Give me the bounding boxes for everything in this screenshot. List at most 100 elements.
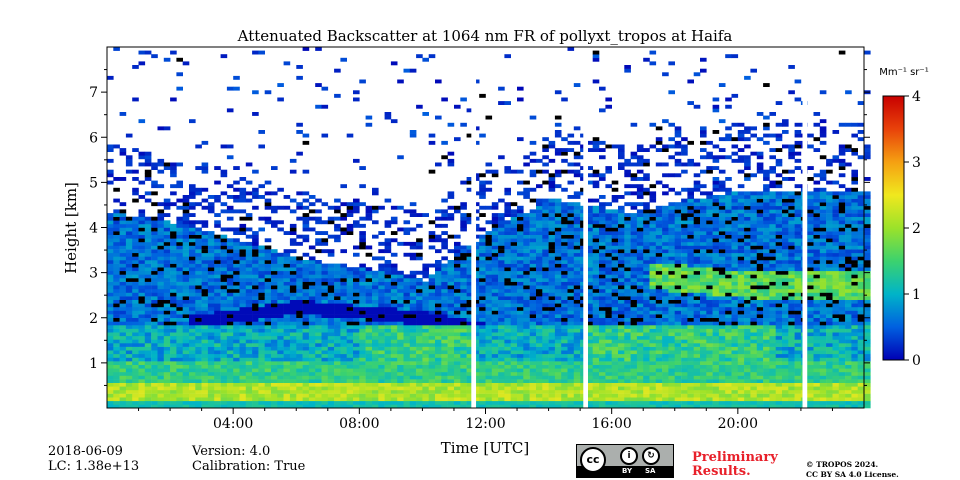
- heatmap-cell: [334, 368, 341, 373]
- heatmap-cell: [359, 314, 366, 318]
- heatmap-cell: [308, 382, 316, 387]
- heatmap-cell: [144, 292, 152, 297]
- heatmap-cell: [454, 389, 461, 394]
- heatmap-cell: [409, 375, 417, 380]
- heatmap-cell: [599, 400, 606, 405]
- heatmap-cell: [504, 220, 511, 225]
- heatmap-cell: [485, 379, 493, 383]
- heatmap-cell: [573, 379, 581, 383]
- heatmap-cell: [302, 267, 310, 272]
- heatmap-cell: [113, 241, 120, 246]
- heatmap-cell: [428, 310, 436, 315]
- heatmap-cell: [630, 389, 638, 394]
- heatmap-cell: [365, 353, 373, 358]
- heatmap-cell: [416, 306, 423, 311]
- heatmap-cell: [125, 299, 133, 304]
- heatmap-cell: [605, 292, 612, 297]
- heatmap-cell: [201, 278, 209, 282]
- heatmap-cell: [630, 335, 638, 340]
- heatmap-cell: [132, 177, 139, 181]
- heatmap-cell: [170, 296, 177, 300]
- heatmap-cell: [466, 397, 474, 402]
- heatmap-cell: [189, 306, 196, 311]
- heatmap-cell: [321, 104, 329, 109]
- heatmap-cell: [643, 361, 650, 365]
- heatmap-cell: [346, 227, 354, 232]
- heatmap-cell: [466, 299, 474, 304]
- heatmap-cell: [491, 332, 499, 337]
- heatmap-cell: [561, 281, 568, 286]
- heatmap-cell: [662, 339, 669, 344]
- heatmap-cell: [630, 285, 638, 290]
- heatmap-cell: [441, 270, 448, 275]
- heatmap-cell: [277, 267, 284, 272]
- heatmap-cell: [245, 317, 253, 322]
- heatmap-cell: [605, 288, 612, 293]
- heatmap-cell: [536, 285, 543, 290]
- heatmap-cell: [378, 393, 385, 398]
- heatmap-cell: [561, 404, 568, 409]
- heatmap-cell: [245, 281, 253, 286]
- heatmap-cell: [567, 389, 575, 394]
- heatmap-cell: [529, 350, 537, 355]
- heatmap-cell: [252, 361, 259, 365]
- heatmap-cell: [485, 317, 493, 322]
- heatmap-cell: [220, 299, 228, 304]
- heatmap-cell: [605, 314, 612, 318]
- heatmap-cell: [189, 241, 196, 246]
- heatmap-cell: [245, 252, 253, 257]
- heatmap-cell: [624, 346, 631, 351]
- heatmap-cell: [182, 195, 190, 199]
- heatmap-cell: [479, 328, 486, 333]
- heatmap-cell: [466, 267, 474, 272]
- heatmap-cell: [561, 375, 568, 380]
- heatmap-cell: [548, 364, 556, 369]
- heatmap-cell: [119, 379, 127, 383]
- heatmap-cell: [207, 234, 215, 239]
- heatmap-cell: [447, 205, 455, 210]
- heatmap-cell: [491, 364, 499, 369]
- heatmap-cell: [472, 357, 480, 362]
- heatmap-cell: [296, 267, 303, 272]
- heatmap-cell: [245, 371, 253, 376]
- heatmap-cell: [428, 339, 436, 344]
- heatmap-cell: [107, 346, 114, 351]
- heatmap-cell: [409, 202, 417, 207]
- heatmap-cell: [517, 260, 524, 264]
- heatmap-cell: [252, 382, 259, 387]
- heatmap-cell: [170, 357, 177, 362]
- heatmap-cell: [605, 382, 612, 387]
- heatmap-cell: [599, 332, 606, 337]
- heatmap-cell: [479, 361, 486, 365]
- heatmap-cell: [618, 195, 625, 199]
- heatmap-cell: [390, 310, 398, 315]
- heatmap-cell: [327, 404, 335, 409]
- heatmap-cell: [308, 285, 316, 290]
- heatmap-cell: [655, 404, 663, 409]
- heatmap-cell: [416, 256, 423, 261]
- heatmap-cell: [365, 400, 373, 405]
- heatmap-cell: [384, 364, 392, 369]
- heatmap-cell: [189, 227, 196, 232]
- heatmap-cell: [321, 317, 329, 322]
- heatmap-cell: [258, 252, 265, 257]
- heatmap-cell: [561, 231, 568, 235]
- heatmap-cell: [214, 281, 221, 286]
- heatmap-cell: [618, 220, 625, 225]
- heatmap-cell: [510, 357, 518, 362]
- heatmap-cell: [554, 130, 562, 134]
- heatmap-cell: [372, 220, 379, 225]
- heatmap-cell: [554, 296, 562, 300]
- heatmap-cell: [176, 216, 183, 221]
- heatmap-cell: [523, 162, 530, 167]
- heatmap-cell: [523, 267, 530, 272]
- heatmap-cell: [529, 252, 537, 257]
- heatmap-cell: [649, 231, 657, 235]
- heatmap-cell: [586, 140, 593, 145]
- heatmap-cell: [586, 361, 593, 365]
- heatmap-cell: [460, 180, 467, 185]
- heatmap-cell: [618, 343, 625, 347]
- heatmap-cell: [220, 371, 228, 376]
- heatmap-cell: [479, 310, 486, 315]
- heatmap-cell: [340, 310, 347, 315]
